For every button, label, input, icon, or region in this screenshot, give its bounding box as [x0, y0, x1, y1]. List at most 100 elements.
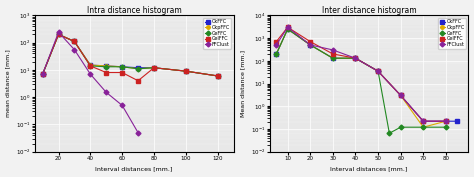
CeFFC: [215, 75, 220, 77]
X-axis label: Interval distances [mm.]: Interval distances [mm.]: [330, 166, 408, 172]
CkpFFC: [285, 28, 291, 30]
FFClust: [40, 73, 46, 75]
CkFFC: [72, 40, 77, 42]
CelFFC: [285, 26, 291, 28]
FFClust: [273, 44, 279, 46]
FFClust: [135, 132, 141, 134]
CkFFC: [330, 57, 336, 59]
FFClust: [330, 49, 336, 51]
Line: CkpFFC: CkpFFC: [274, 27, 447, 129]
CkFFC: [119, 66, 125, 68]
CelFFC: [375, 70, 381, 72]
CkpFFC: [308, 44, 313, 46]
CelFFC: [55, 33, 61, 35]
CelFFC: [119, 72, 125, 74]
CkpFFC: [135, 68, 141, 70]
CelFFC: [443, 120, 449, 122]
Legend: CkFFC, CkpFFC, CeFFC, CelFFC, FFClust: CkFFC, CkpFFC, CeFFC, CelFFC, FFClust: [203, 18, 231, 49]
Legend: CkFFC, CkpFFC, CeFFC, CelFFC, FFClust: CkFFC, CkpFFC, CeFFC, CelFFC, FFClust: [438, 18, 466, 49]
Y-axis label: Mean distance [mm.]: Mean distance [mm.]: [240, 50, 246, 117]
CeFFC: [443, 126, 449, 128]
CkpFFC: [55, 33, 61, 35]
CeFFC: [119, 66, 125, 68]
FFClust: [308, 44, 313, 46]
CkpFFC: [443, 120, 449, 122]
Y-axis label: mean distance [mm.]: mean distance [mm.]: [6, 50, 10, 117]
Line: CeFFC: CeFFC: [274, 27, 447, 135]
Line: CelFFC: CelFFC: [274, 25, 447, 123]
Line: CeFFC: CeFFC: [41, 33, 219, 78]
CkpFFC: [420, 126, 426, 128]
CeFFC: [285, 28, 291, 30]
CelFFC: [353, 57, 358, 59]
CkFFC: [285, 28, 291, 30]
Title: Intra distance histogram: Intra distance histogram: [87, 5, 182, 15]
Line: CkpFFC: CkpFFC: [41, 33, 219, 78]
CkpFFC: [375, 70, 381, 72]
CkFFC: [135, 67, 141, 69]
CeFFC: [40, 73, 46, 75]
CkpFFC: [215, 75, 220, 77]
Line: CkFFC: CkFFC: [274, 27, 459, 123]
CkFFC: [103, 65, 109, 67]
CeFFC: [151, 67, 157, 69]
CkpFFC: [103, 65, 109, 67]
CeFFC: [386, 132, 392, 134]
CeFFC: [273, 53, 279, 55]
CkpFFC: [398, 94, 403, 96]
X-axis label: Interval distances [mm.]: Interval distances [mm.]: [95, 166, 173, 172]
CeFFC: [353, 57, 358, 59]
CkFFC: [454, 120, 460, 122]
CkFFC: [40, 73, 46, 75]
CkFFC: [398, 94, 403, 96]
CkFFC: [353, 57, 358, 59]
FFClust: [443, 120, 449, 122]
CkFFC: [183, 70, 189, 72]
CelFFC: [151, 67, 157, 69]
FFClust: [375, 70, 381, 72]
CeFFC: [183, 70, 189, 72]
FFClust: [103, 91, 109, 93]
CeFFC: [72, 40, 77, 42]
FFClust: [88, 73, 93, 75]
Line: FFClust: FFClust: [41, 30, 140, 134]
CelFFC: [330, 53, 336, 55]
CkFFC: [88, 64, 93, 66]
CelFFC: [135, 80, 141, 82]
CelFFC: [273, 41, 279, 43]
Line: CkFFC: CkFFC: [41, 33, 219, 78]
CelFFC: [215, 75, 220, 77]
CkpFFC: [119, 66, 125, 68]
CkpFFC: [273, 53, 279, 55]
Line: FFClust: FFClust: [274, 25, 447, 123]
FFClust: [72, 49, 77, 51]
CkFFC: [273, 53, 279, 55]
FFClust: [55, 31, 61, 33]
CkpFFC: [330, 57, 336, 59]
CkpFFC: [183, 70, 189, 72]
CkFFC: [443, 120, 449, 122]
CeFFC: [308, 44, 313, 46]
CeFFC: [420, 126, 426, 128]
CelFFC: [72, 40, 77, 42]
CelFFC: [308, 41, 313, 43]
CelFFC: [40, 73, 46, 75]
CkFFC: [55, 33, 61, 35]
FFClust: [119, 104, 125, 106]
FFClust: [353, 57, 358, 59]
Line: CelFFC: CelFFC: [41, 33, 219, 82]
CelFFC: [398, 94, 403, 96]
CkpFFC: [353, 57, 358, 59]
CeFFC: [103, 66, 109, 68]
CeFFC: [375, 70, 381, 72]
CkpFFC: [88, 64, 93, 66]
CeFFC: [330, 57, 336, 59]
FFClust: [398, 94, 403, 96]
FFClust: [285, 26, 291, 28]
CelFFC: [183, 70, 189, 72]
CkFFC: [151, 67, 157, 69]
CkpFFC: [72, 40, 77, 42]
CelFFC: [88, 65, 93, 67]
Title: Inter distance histogram: Inter distance histogram: [322, 5, 416, 15]
CeFFC: [88, 65, 93, 67]
